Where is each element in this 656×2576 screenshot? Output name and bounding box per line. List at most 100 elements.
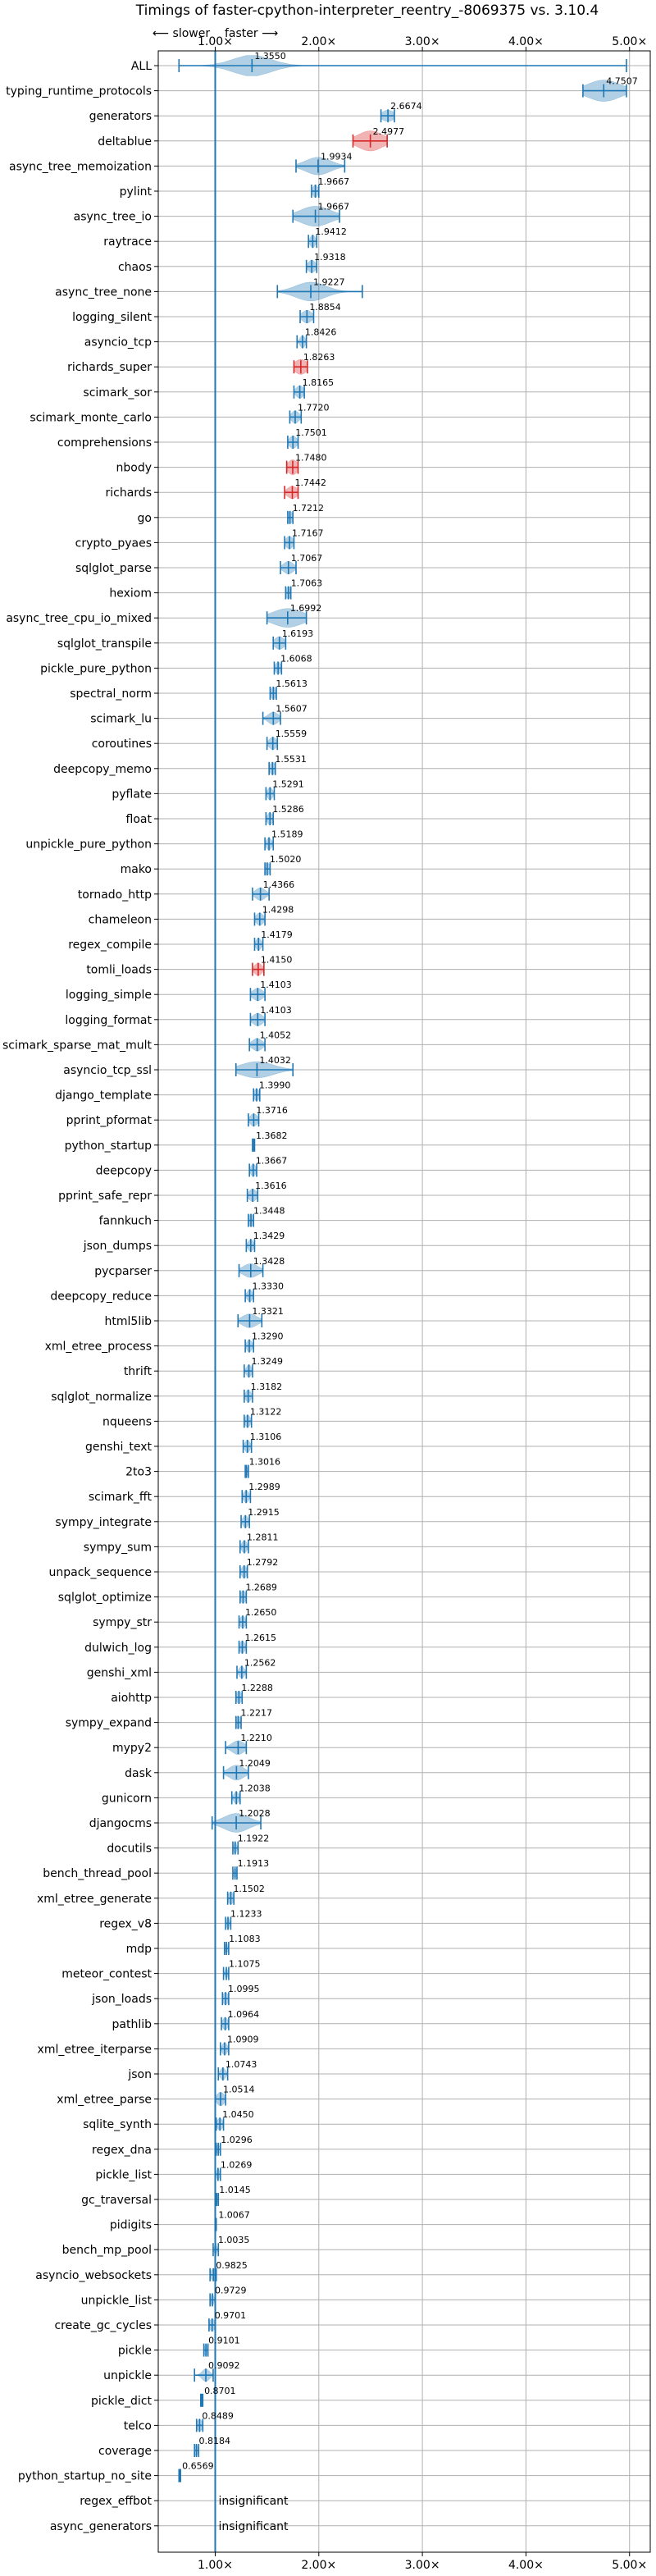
value-label: 1.4298 — [262, 904, 294, 915]
value-label: 1.0964 — [228, 2009, 260, 2020]
value-label: 1.3330 — [253, 1281, 285, 1291]
benchmark-label: pylint — [120, 185, 153, 199]
benchmark-label: pickle_dict — [91, 2395, 153, 2408]
value-label: 2.6674 — [390, 101, 422, 112]
value-label: 1.2915 — [248, 1507, 280, 1518]
x-tick-label: 4.00× — [508, 2559, 544, 2572]
value-label: 1.3429 — [253, 1231, 285, 1241]
benchmark-label: pycparser — [94, 1265, 152, 1278]
benchmark-label: spectral_norm — [70, 687, 152, 701]
value-label: 1.0909 — [227, 2034, 259, 2044]
benchmark-label: xml_etree_generate — [37, 1893, 152, 1906]
benchmark-label: djangocms — [89, 1817, 152, 1830]
benchmark-label: regex_dna — [92, 2144, 152, 2157]
value-label: 1.0269 — [221, 2159, 253, 2170]
benchmark-label: chameleon — [89, 913, 152, 926]
benchmark-label: async_tree_memoization — [9, 160, 152, 173]
slower-annotation: ⟵ slower — [153, 27, 210, 40]
value-label: 2.4977 — [373, 126, 405, 137]
value-label: 1.9934 — [321, 151, 353, 162]
value-label: 1.4150 — [261, 955, 293, 966]
x-tick-label: 4.00× — [508, 35, 544, 48]
value-label: 1.2288 — [241, 1683, 273, 1693]
benchmark-label: sqlglot_normalize — [51, 1391, 152, 1404]
value-label: 1.6193 — [282, 628, 314, 639]
value-label: 1.2615 — [245, 1633, 277, 1643]
benchmark-label: pidigits — [110, 2219, 152, 2232]
value-label: 0.9092 — [208, 2360, 240, 2371]
benchmark-label: coverage — [98, 2445, 152, 2458]
benchmark-label: sqlglot_parse — [75, 562, 152, 575]
benchmark-label: mypy2 — [112, 1742, 152, 1755]
value-label: 1.9412 — [315, 226, 347, 237]
value-label: 1.3106 — [250, 1432, 282, 1442]
benchmark-label: async_generators — [50, 2520, 152, 2533]
value-label: 1.9667 — [318, 176, 350, 187]
benchmark-label: 2to3 — [125, 1466, 152, 1479]
value-label: 1.2562 — [244, 1657, 276, 1668]
value-label: 4.7507 — [606, 76, 638, 87]
benchmark-label: xml_etree_process — [45, 1341, 152, 1354]
value-label: 0.9101 — [208, 2336, 240, 2346]
value-label: 1.7167 — [292, 528, 324, 538]
benchmark-label: thrift — [124, 1365, 153, 1378]
value-label: 0.8489 — [202, 2410, 234, 2421]
grid-lines — [158, 51, 650, 2552]
benchmark-label: bench_thread_pool — [43, 1867, 152, 1880]
value-label: 1.0995 — [228, 1984, 260, 1994]
x-tick-label: 1.00× — [198, 2559, 233, 2572]
value-label: 1.1913 — [238, 1858, 270, 1869]
x-tick-label: 1.00× — [198, 35, 233, 48]
value-label: 1.7501 — [295, 427, 327, 438]
value-label: 1.7442 — [294, 477, 326, 488]
benchmark-label: sympy_str — [93, 1616, 152, 1629]
value-label: 1.1083 — [229, 1934, 261, 1944]
value-label: 1.5189 — [271, 829, 303, 840]
benchmark-label: genshi_xml — [87, 1666, 152, 1679]
benchmark-label: dulwich_log — [84, 1642, 152, 1655]
benchmark-label: hexiom — [109, 587, 152, 601]
x-tick-label: 5.00× — [612, 2559, 647, 2572]
value-label: 1.4103 — [260, 1005, 292, 1016]
benchmark-label: python_startup — [65, 1140, 152, 1153]
value-label: 1.3550 — [254, 51, 286, 62]
value-label: 1.3182 — [251, 1382, 283, 1392]
benchmark-label: comprehensions — [57, 436, 152, 450]
benchmark-label: async_tree_io — [74, 211, 152, 224]
value-label: 1.2650 — [245, 1607, 277, 1618]
value-label: 1.1075 — [229, 1959, 261, 1970]
value-label: 1.7063 — [291, 578, 323, 589]
benchmark-label: unpack_sequence — [49, 1566, 152, 1579]
benchmark-label: django_template — [55, 1089, 152, 1103]
value-label: 1.2028 — [239, 1808, 271, 1819]
benchmark-label: deepcopy — [96, 1164, 152, 1177]
value-label: 1.4366 — [263, 879, 295, 890]
value-label: 0.9701 — [215, 2310, 247, 2321]
value-label: 1.2038 — [239, 1783, 271, 1793]
benchmark-label: pickle_pure_python — [40, 662, 152, 675]
benchmark-label: tornado_http — [78, 888, 152, 902]
value-label: 1.4032 — [259, 1055, 291, 1066]
value-label: 1.8263 — [303, 352, 335, 363]
value-label: 1.3016 — [249, 1457, 281, 1468]
value-label: 1.3616 — [255, 1181, 287, 1191]
value-label: 1.3716 — [256, 1105, 288, 1116]
benchmark-label: nqueens — [102, 1415, 152, 1428]
benchmark-label: pickle — [118, 2345, 152, 2358]
value-label: 1.2792 — [247, 1557, 279, 1568]
benchmark-label: chaos — [118, 261, 152, 274]
value-label: 1.3249 — [252, 1356, 284, 1367]
benchmark-label: scimark_fft — [89, 1491, 153, 1504]
benchmark-label: meteor_contest — [61, 1968, 152, 1981]
benchmark-label: sqlglot_optimize — [58, 1592, 152, 1605]
value-label: 1.3682 — [256, 1130, 288, 1141]
value-label: 1.5607 — [276, 704, 308, 715]
benchmark-label: richards_super — [67, 361, 152, 374]
insignificant-label: insignificant — [218, 2520, 289, 2533]
value-label: 1.4052 — [260, 1030, 292, 1040]
benchmark-label: aiohttp — [111, 1692, 152, 1705]
benchmark-label: unpickle_pure_python — [25, 838, 152, 852]
benchmark-label: logging_silent — [72, 311, 152, 324]
benchmark-label: async_tree_cpu_io_mixed — [6, 612, 152, 625]
